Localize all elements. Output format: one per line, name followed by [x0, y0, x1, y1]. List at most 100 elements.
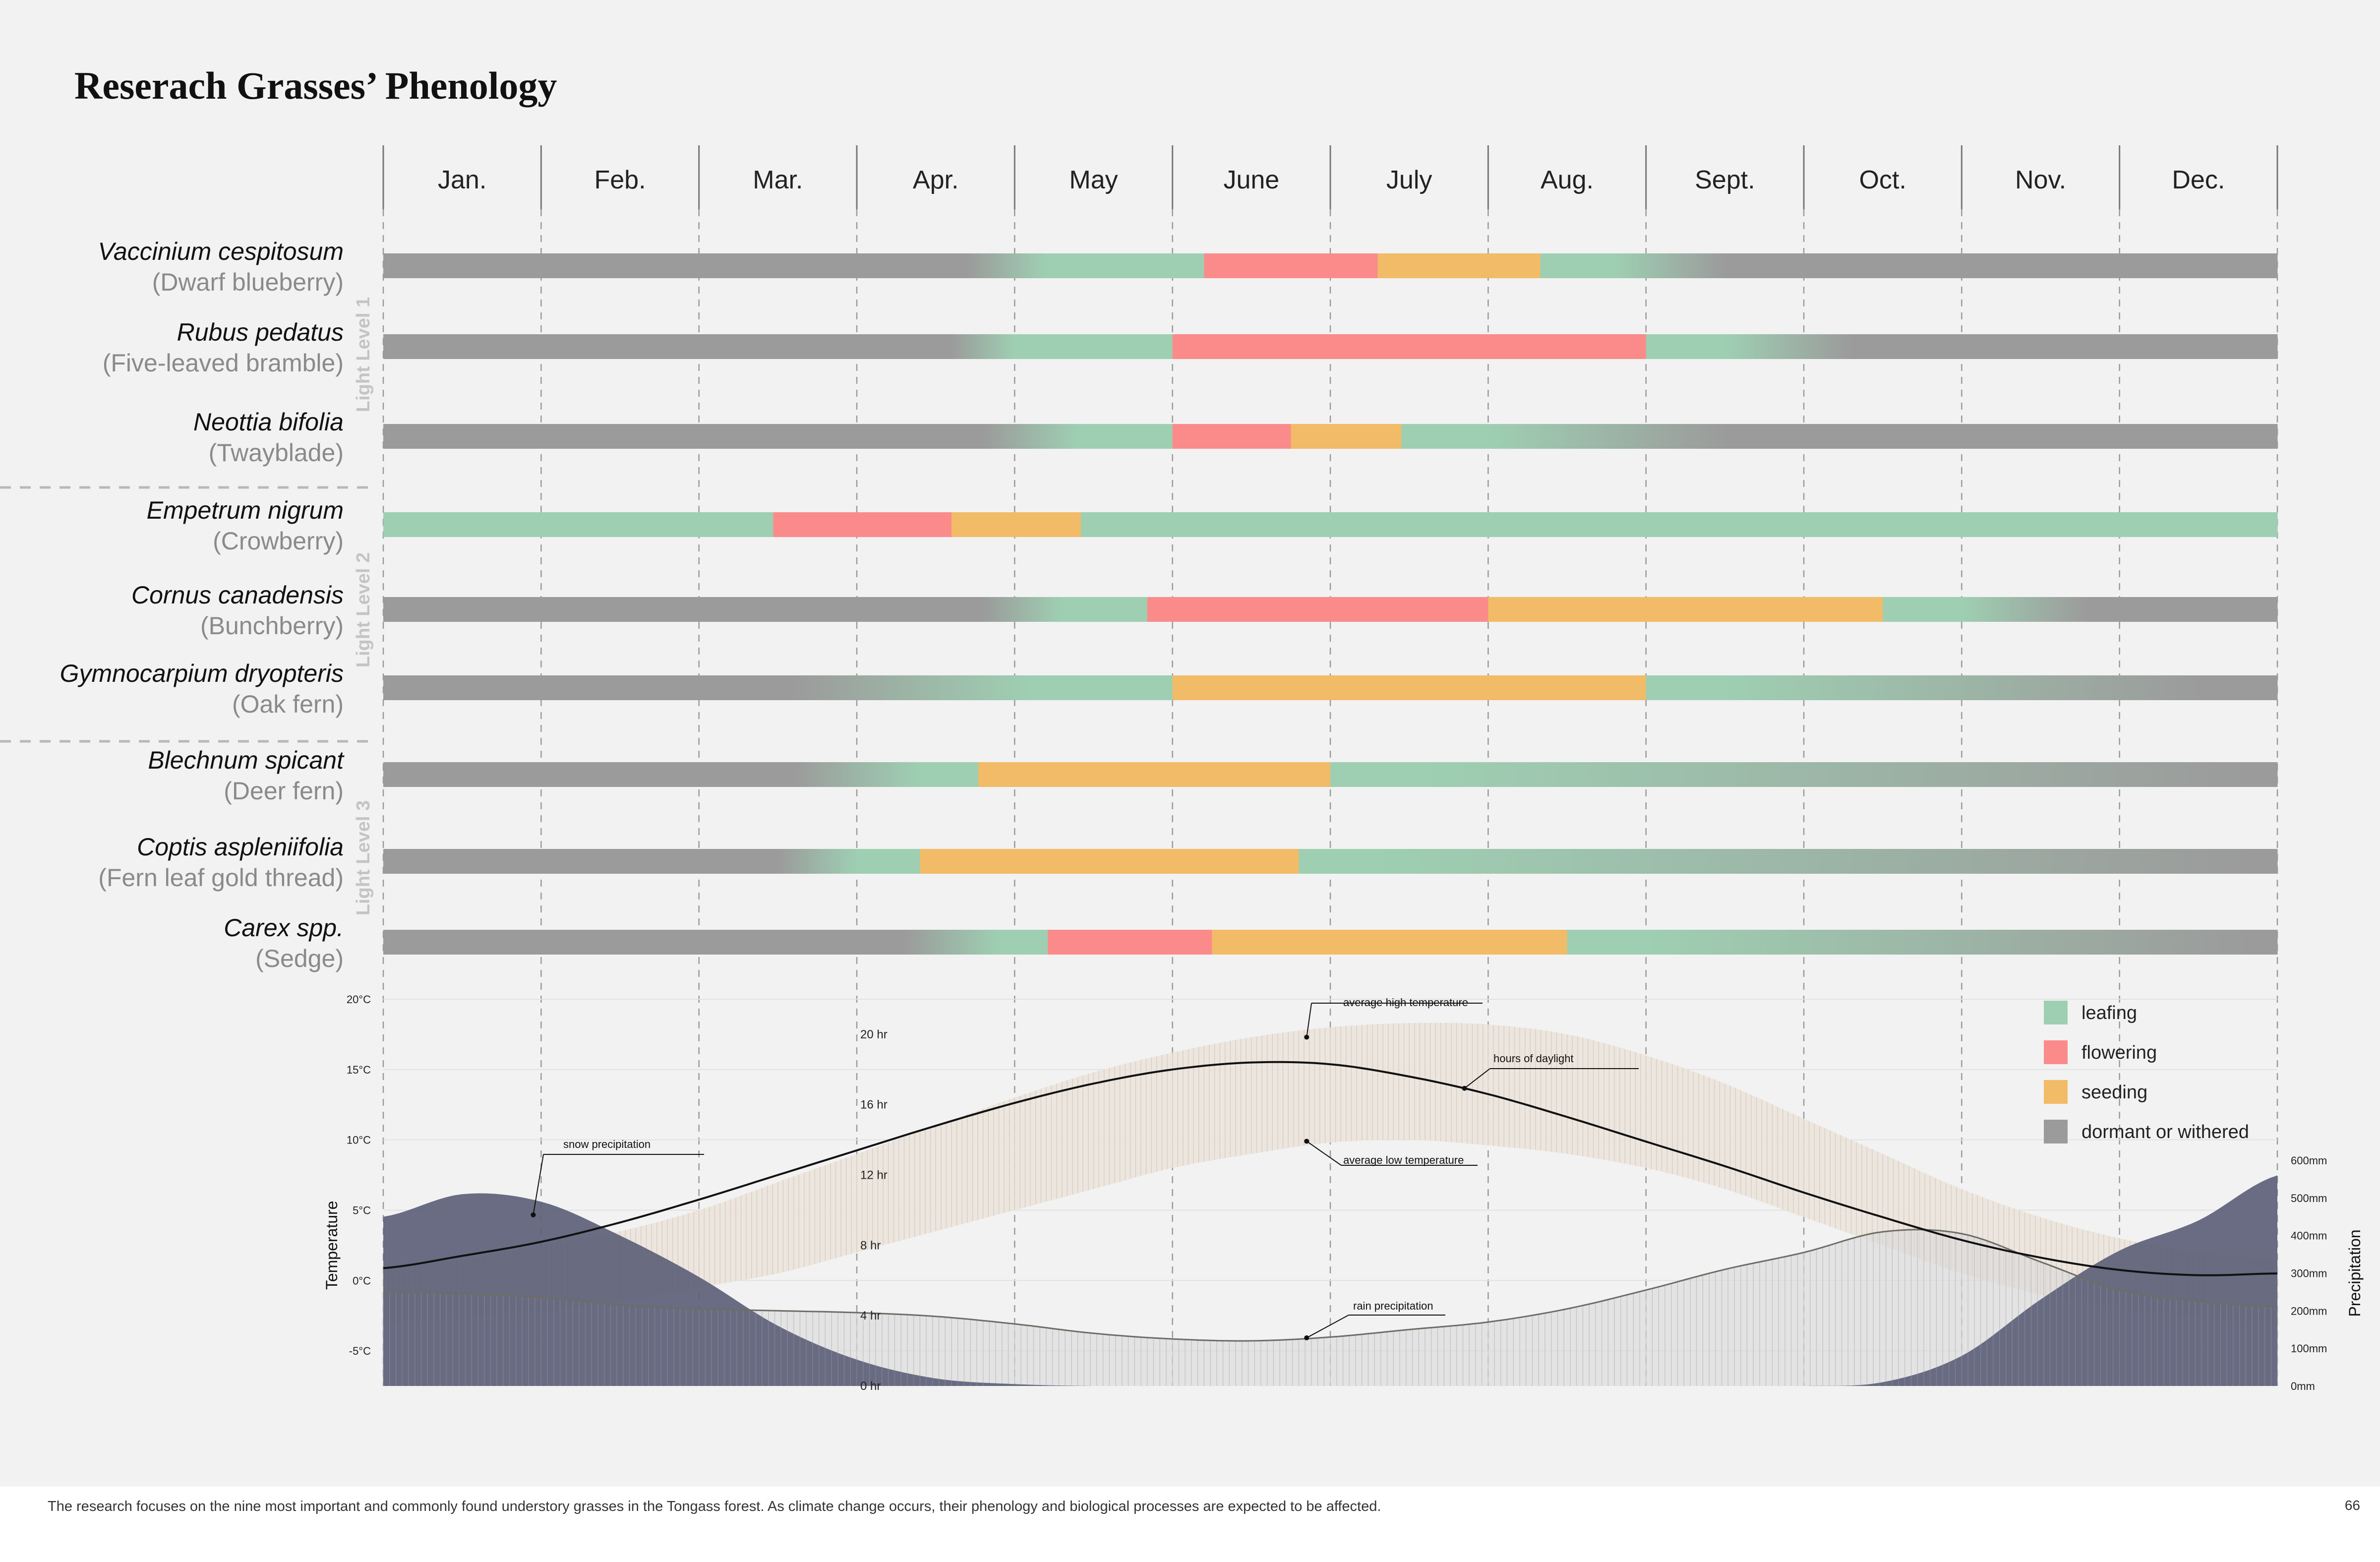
month-label: Aug. [1541, 166, 1594, 194]
month-label: Oct. [1859, 166, 1906, 194]
phase-bar-flowering [1204, 253, 1378, 278]
phase-bar-dormant [383, 930, 904, 955]
species-name: Blechnum spicant [148, 746, 345, 774]
rain-precipitation-line [383, 1229, 2278, 1342]
annotation-label: snow precipitation [563, 1138, 651, 1150]
phase-bar-senescing [1425, 762, 2246, 787]
species-name: Coptis aspleniifolia [137, 833, 344, 861]
phase-bar-emerging [952, 334, 1015, 359]
phase-bar-seeding [1488, 597, 1883, 622]
phase-bar-leafing [1046, 253, 1204, 278]
phase-bar-leafing [1540, 253, 1615, 278]
species-common-name: (Dwarf blueberry) [152, 268, 344, 296]
phase-bar-senescing [1725, 334, 1851, 359]
precipitation-tick-label: 0mm [2291, 1380, 2315, 1392]
temperature-tick-label: 15°C [347, 1064, 371, 1076]
legend-label: seeding [2082, 1082, 2147, 1103]
legend-swatch-flowering [2044, 1040, 2068, 1064]
phase-bar-dormant [383, 334, 952, 359]
phase-bar-seeding [1377, 253, 1541, 278]
species-common-name: (Deer fern) [224, 777, 344, 805]
annotation-leader [1306, 1003, 1312, 1037]
annotation-leader [1464, 1068, 1490, 1089]
species-common-name: (Crowberry) [213, 527, 344, 555]
phase-bar-dormant [2198, 675, 2278, 700]
phase-bar-dormant [383, 675, 794, 700]
phase-bar-leafing [1401, 424, 1488, 449]
phase-bar-dormant [383, 849, 778, 874]
month-label: Sept. [1695, 166, 1755, 194]
phase-bar-dormant [1725, 424, 2278, 449]
precipitation-tick-label: 100mm [2291, 1342, 2327, 1355]
phase-bar-seeding [1212, 930, 1567, 955]
species-common-name: (Twayblade) [209, 439, 344, 467]
temperature-tick-label: -5°C [349, 1345, 371, 1357]
annotation-label: hours of daylight [1493, 1052, 1573, 1065]
phase-bar-dormant [383, 597, 984, 622]
phase-bar-leafing [857, 849, 920, 874]
species-name: Gymnocarpium dryopteris [60, 660, 344, 687]
temperature-tick-label: 20°C [347, 993, 371, 1006]
phase-bar-leafing [383, 512, 774, 537]
phase-bar-senescing [1488, 424, 1726, 449]
month-label: Apr. [913, 166, 959, 194]
temperature-axis-label: Temperature [323, 1201, 341, 1290]
phase-bar-emerging [793, 762, 920, 787]
phase-bar-dormant [1851, 334, 2278, 359]
species-name: Carex spp. [224, 914, 344, 942]
temperature-tick-label: 10°C [347, 1134, 371, 1146]
phase-bar-flowering [1172, 424, 1291, 449]
light-level-label: Light Level 1 [353, 297, 374, 412]
annotation-label: average high temperature [1343, 996, 1468, 1009]
species-name: Neottia bifolia [193, 408, 344, 436]
phase-bar-leafing [1081, 512, 2278, 537]
species-name: Cornus canadensis [131, 581, 344, 609]
species-common-name: (Bunchberry) [200, 612, 344, 640]
legend-swatch-dormant [2044, 1120, 2068, 1143]
footer-strip [0, 1487, 2380, 1562]
temperature-tick-label: 0°C [353, 1274, 371, 1287]
month-label: June [1223, 166, 1279, 194]
daylight-tick-label: 8 hr [860, 1239, 881, 1252]
daylight-tick-label: 20 hr [860, 1028, 888, 1041]
phase-bar-emerging [777, 849, 857, 874]
phase-bar-emerging [983, 597, 1063, 622]
annotation-leader [1306, 1315, 1349, 1338]
phase-bar-senescing [1377, 849, 2246, 874]
species-name: Empetrum nigrum [147, 496, 344, 524]
month-label: Nov. [2015, 166, 2066, 194]
legend-label: dormant or withered [2082, 1122, 2249, 1142]
light-level-label: Light Level 3 [353, 800, 374, 915]
species-common-name: (Oak fern) [232, 690, 344, 718]
daylight-tick-label: 16 hr [860, 1098, 888, 1112]
phase-bar-flowering [1172, 334, 1647, 359]
phase-bar-senescing [1614, 253, 1726, 278]
month-label: May [1069, 166, 1118, 194]
phase-bar-leafing [1567, 930, 1647, 955]
species-name: Vaccinium cespitosum [98, 238, 344, 265]
phase-bar-dormant [383, 253, 968, 278]
precipitation-tick-label: 300mm [2291, 1267, 2327, 1280]
legend-swatch-seeding [2044, 1080, 2068, 1104]
daylight-tick-label: 4 hr [860, 1309, 881, 1322]
phase-bar-flowering [1147, 597, 1488, 622]
phase-bar-seeding [952, 512, 1081, 537]
annotation-leader [533, 1154, 544, 1215]
phase-bar-senescing [1962, 597, 2088, 622]
precipitation-tick-label: 400mm [2291, 1230, 2327, 1242]
legend-label: leafing [2082, 1003, 2137, 1023]
phase-bar-leafing [1330, 762, 1426, 787]
phase-bar-leafing [1062, 597, 1148, 622]
temperature-tick-label: 5°C [353, 1204, 371, 1216]
phase-bar-dormant [2246, 849, 2278, 874]
phase-bar-dormant [2088, 597, 2278, 622]
precipitation-tick-label: 200mm [2291, 1305, 2327, 1317]
precipitation-tick-label: 600mm [2291, 1154, 2327, 1167]
phase-bar-emerging [904, 930, 999, 955]
month-label: Dec. [2172, 166, 2225, 194]
phase-bar-leafing [1077, 424, 1173, 449]
phase-bar-dormant [383, 424, 984, 449]
phase-bar-leafing [1883, 597, 1962, 622]
